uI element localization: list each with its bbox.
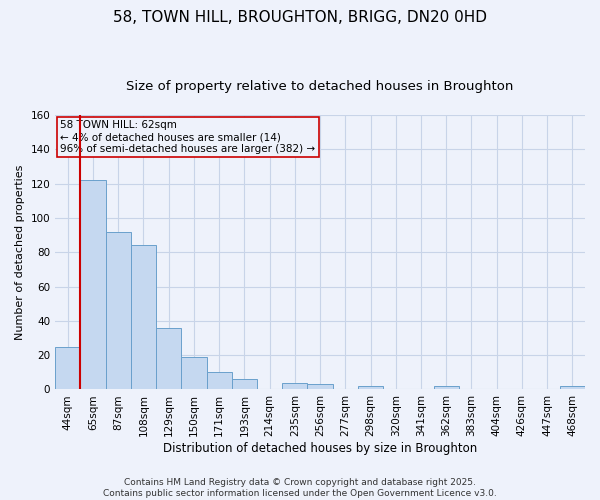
Bar bbox=[282, 382, 307, 390]
Bar bbox=[434, 386, 459, 390]
Bar bbox=[206, 372, 232, 390]
Y-axis label: Number of detached properties: Number of detached properties bbox=[15, 164, 25, 340]
Bar bbox=[560, 386, 585, 390]
Bar bbox=[106, 232, 131, 390]
Bar bbox=[181, 357, 206, 390]
Text: 58 TOWN HILL: 62sqm
← 4% of detached houses are smaller (14)
96% of semi-detache: 58 TOWN HILL: 62sqm ← 4% of detached hou… bbox=[61, 120, 316, 154]
Bar bbox=[307, 384, 332, 390]
Bar bbox=[55, 346, 80, 390]
X-axis label: Distribution of detached houses by size in Broughton: Distribution of detached houses by size … bbox=[163, 442, 477, 455]
Bar bbox=[358, 386, 383, 390]
Title: Size of property relative to detached houses in Broughton: Size of property relative to detached ho… bbox=[127, 80, 514, 93]
Bar bbox=[232, 379, 257, 390]
Bar bbox=[131, 246, 156, 390]
Bar bbox=[156, 328, 181, 390]
Text: Contains HM Land Registry data © Crown copyright and database right 2025.
Contai: Contains HM Land Registry data © Crown c… bbox=[103, 478, 497, 498]
Text: 58, TOWN HILL, BROUGHTON, BRIGG, DN20 0HD: 58, TOWN HILL, BROUGHTON, BRIGG, DN20 0H… bbox=[113, 10, 487, 25]
Bar bbox=[80, 180, 106, 390]
